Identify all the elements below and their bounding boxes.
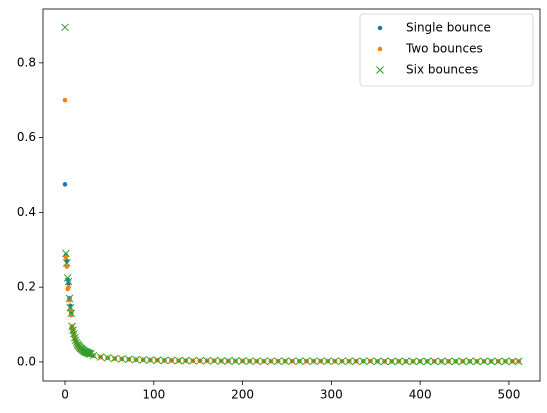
point — [352, 357, 361, 366]
x-tick-label: 300 — [320, 388, 343, 402]
point — [196, 356, 204, 365]
point — [153, 356, 162, 365]
point — [189, 356, 197, 365]
x-tick-label: 100 — [142, 388, 165, 402]
point — [373, 357, 382, 366]
point — [89, 351, 98, 360]
point — [402, 357, 410, 366]
point — [267, 357, 275, 366]
point — [231, 357, 240, 365]
y-tick-label: 0.6 — [17, 130, 36, 144]
axes-frame — [42, 8, 541, 382]
point — [65, 294, 74, 303]
point — [501, 357, 510, 366]
point — [437, 357, 446, 366]
point — [62, 97, 68, 103]
point — [62, 259, 71, 267]
legend-label: Six bounces — [406, 63, 478, 77]
point — [117, 355, 126, 363]
point — [70, 333, 79, 342]
point — [323, 357, 332, 366]
y-tick-label: 0.0 — [17, 354, 36, 368]
point — [62, 182, 68, 187]
point — [64, 277, 73, 286]
point — [316, 357, 325, 366]
y-tick-label: 0.2 — [17, 280, 36, 294]
point — [288, 357, 297, 366]
point — [146, 356, 155, 364]
point — [514, 357, 523, 366]
plot-area — [61, 23, 523, 366]
x-tick-label: 500 — [497, 388, 520, 402]
point — [66, 284, 71, 290]
point — [345, 357, 353, 366]
point — [409, 357, 417, 366]
point — [245, 357, 254, 366]
point — [110, 354, 119, 363]
point — [174, 356, 183, 365]
point — [444, 357, 453, 366]
point — [61, 23, 69, 32]
point — [210, 356, 219, 365]
point — [203, 356, 211, 365]
point — [302, 357, 311, 366]
point — [366, 357, 375, 366]
point — [473, 357, 481, 366]
point — [238, 357, 247, 365]
point — [430, 357, 439, 366]
point — [217, 357, 226, 365]
point — [494, 357, 503, 366]
point — [181, 356, 190, 365]
point — [423, 357, 432, 366]
point — [274, 357, 282, 366]
legend-label: Single bounce — [406, 21, 491, 35]
point — [451, 357, 460, 366]
point — [260, 357, 268, 366]
point — [309, 357, 318, 366]
point — [338, 357, 346, 366]
legend-marker — [376, 66, 384, 74]
legend-box — [359, 13, 534, 87]
point — [359, 357, 368, 366]
point — [63, 254, 69, 260]
point — [508, 357, 517, 366]
x-tick-label: 400 — [409, 388, 432, 402]
point — [252, 357, 261, 366]
legend-marker — [377, 25, 383, 31]
point — [224, 357, 233, 365]
legend-marker — [377, 46, 383, 52]
legend-label: Two bounces — [405, 42, 483, 56]
point — [295, 357, 304, 366]
point — [466, 357, 474, 366]
point — [62, 249, 70, 258]
point — [387, 357, 396, 366]
point — [71, 336, 80, 345]
point — [458, 357, 467, 366]
point — [281, 357, 290, 366]
x-tick-label: 200 — [231, 388, 254, 402]
point — [487, 357, 496, 366]
point — [160, 356, 169, 365]
point — [103, 353, 112, 362]
point — [480, 357, 488, 366]
point — [394, 357, 403, 366]
point — [331, 357, 339, 366]
point — [67, 309, 76, 318]
x-tick-label: 0 — [61, 388, 69, 402]
point — [167, 356, 176, 365]
point — [416, 357, 424, 366]
point — [96, 353, 105, 361]
point — [132, 355, 140, 364]
point — [139, 356, 147, 364]
y-tick-label: 0.8 — [17, 55, 36, 69]
point — [64, 264, 70, 269]
point — [380, 357, 389, 366]
point — [125, 355, 133, 364]
y-tick-label: 0.4 — [17, 205, 36, 219]
